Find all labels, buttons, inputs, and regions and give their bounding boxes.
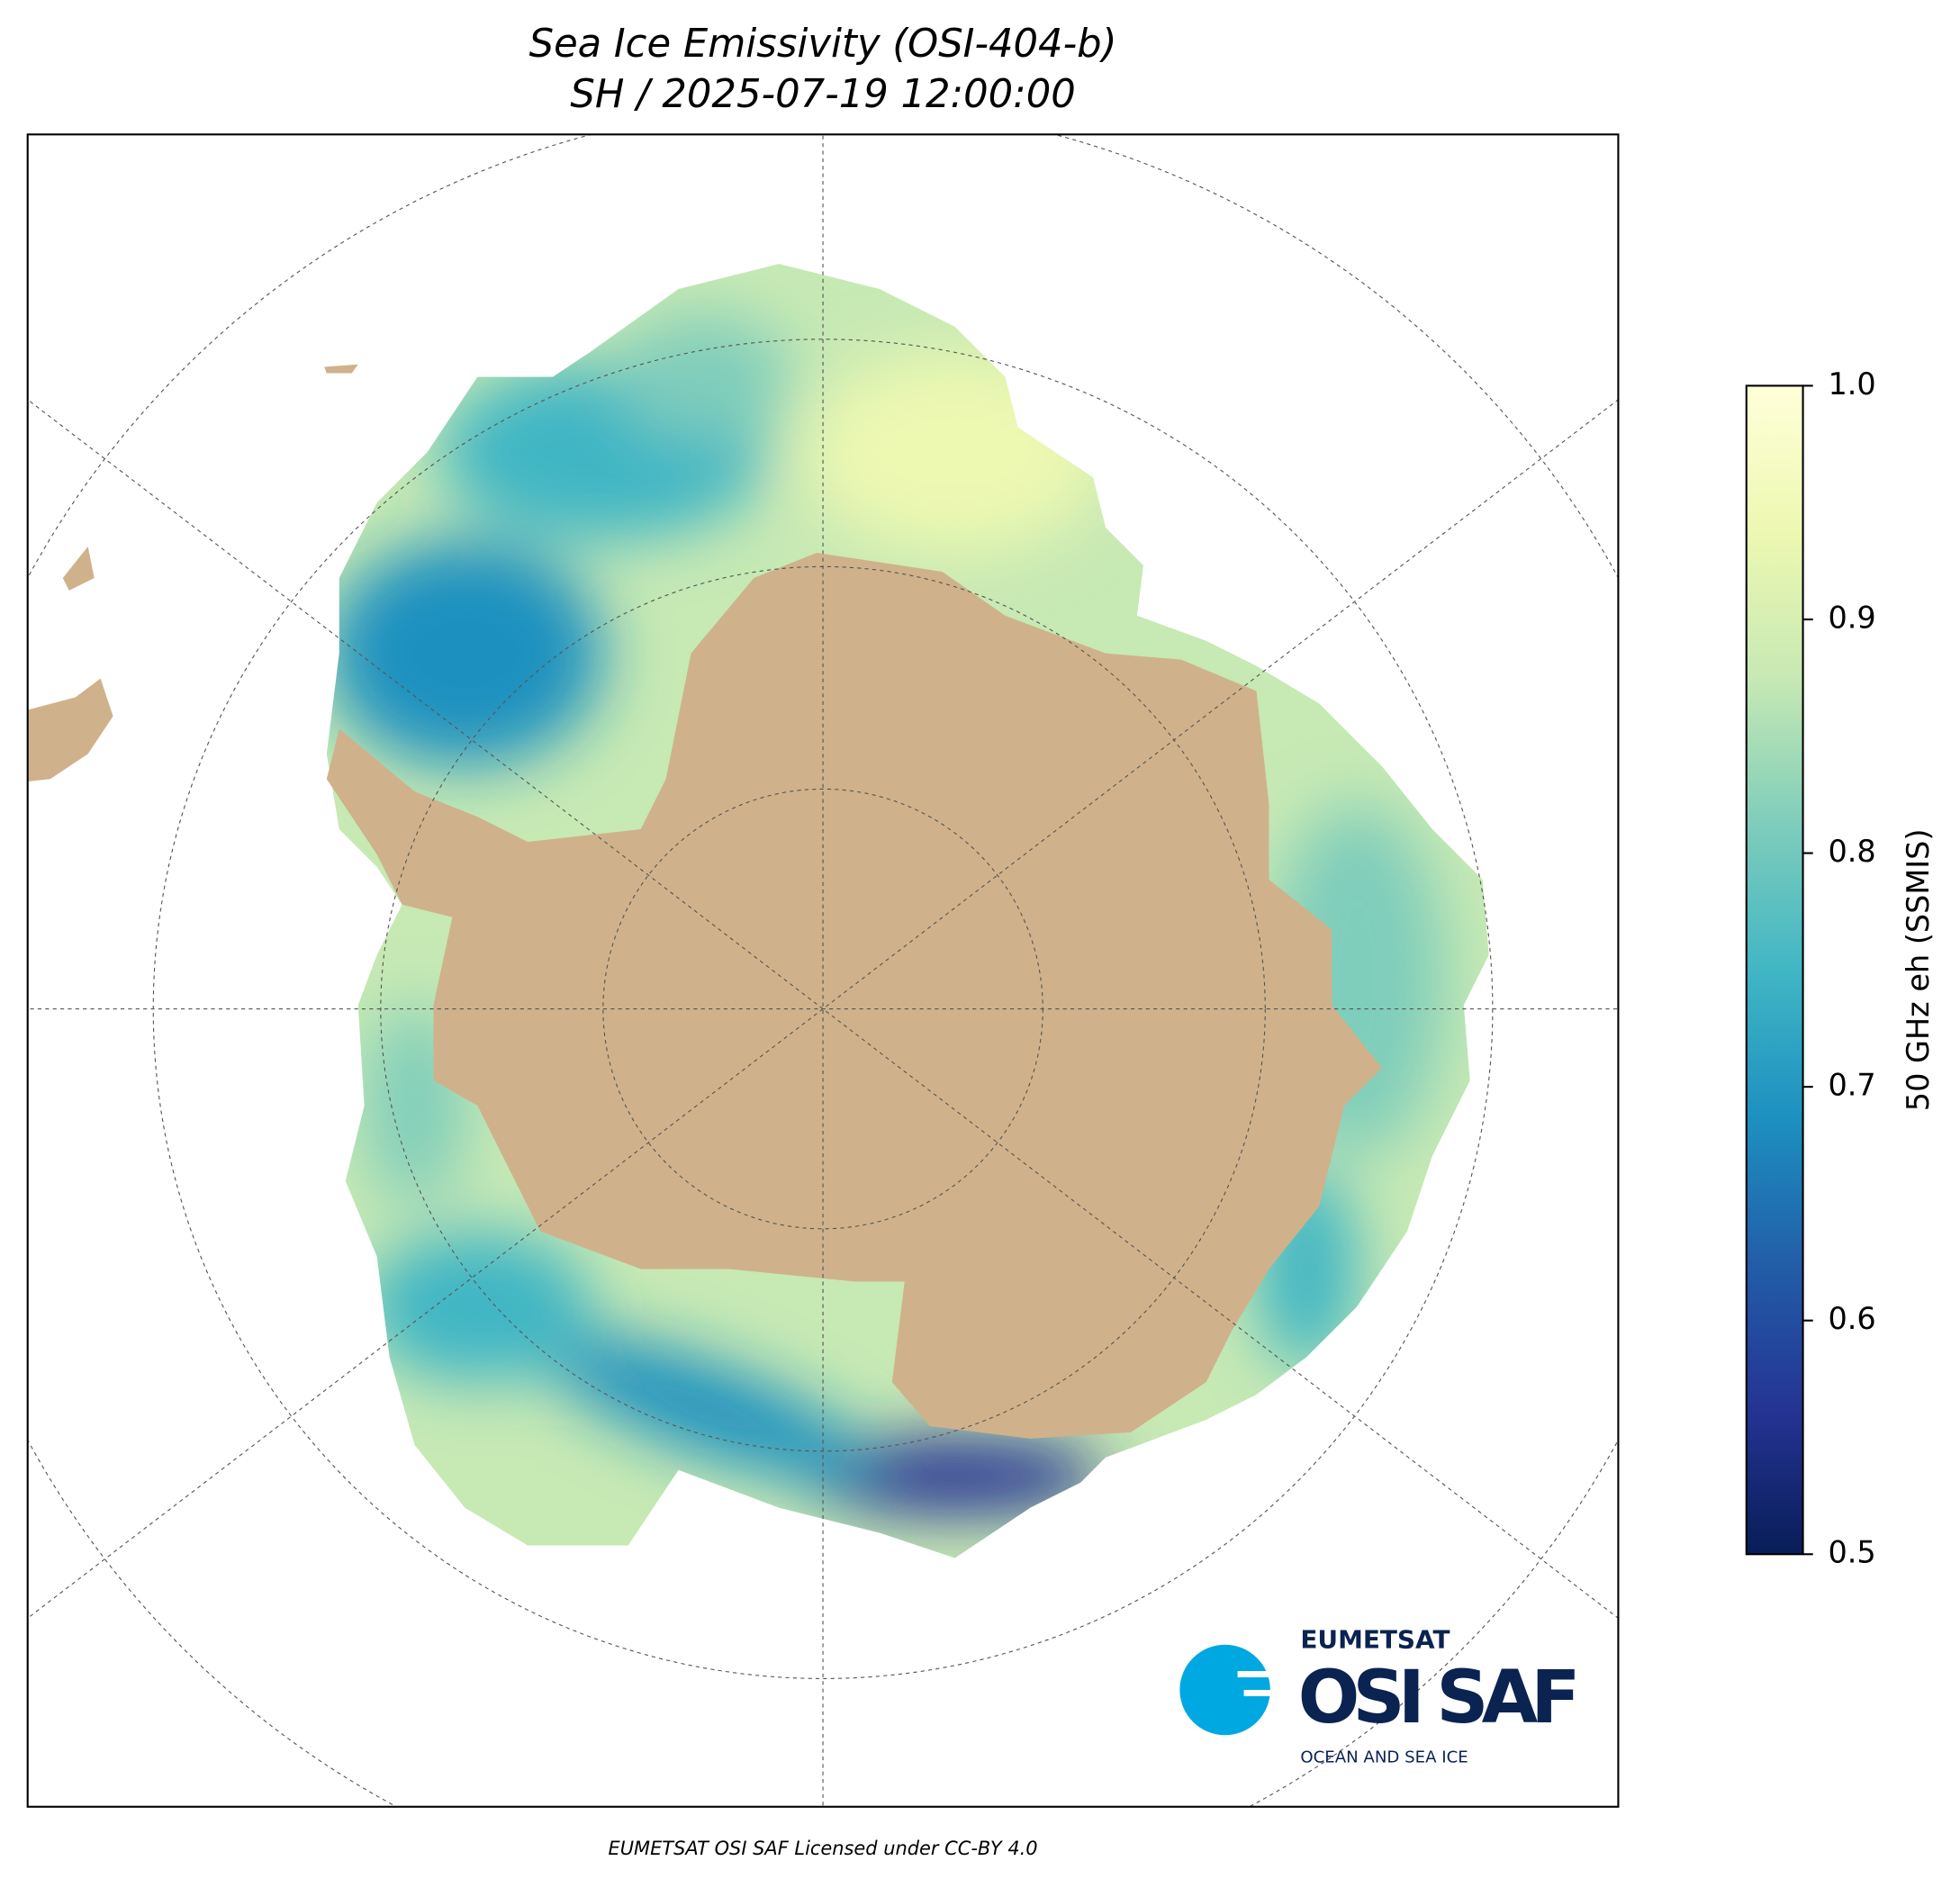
title: Sea Ice Emissivity (OSI-404-b) [529, 22, 1117, 67]
colorbar-label: 50 GHz eh (SSMIS) [1901, 828, 1936, 1111]
map [27, 134, 1619, 1807]
logo-brand: EUMETSAT [1300, 1625, 1450, 1655]
subtitle: SH / 2025-07-19 12:00:00 [570, 72, 1075, 117]
logo-tagline: OCEAN AND SEA ICE [1300, 1748, 1468, 1766]
colorbar [1745, 384, 1804, 1556]
logo-name: OSI SAF [1298, 1656, 1581, 1740]
logo: EUMETSAT OSI SAF OCEAN AND SEA ICE [1179, 1625, 1581, 1766]
colorbar-tick-label: 0.6 [1828, 1301, 1875, 1336]
land [326, 553, 1383, 1439]
land [27, 364, 358, 782]
colorbar-tick-label: 0.7 [1828, 1068, 1875, 1103]
graticule [27, 134, 1619, 1807]
colorbar-tick-label: 0.5 [1828, 1535, 1875, 1570]
colorbar-tick-label: 1.0 [1828, 366, 1875, 402]
colorbar-tick-label: 0.9 [1828, 600, 1875, 635]
map-frame [26, 133, 1620, 1808]
footer: EUMETSAT OSI SAF Licensed under CC-BY 4.… [608, 1838, 1037, 1859]
colorbar-tick-label: 0.8 [1828, 834, 1875, 869]
logo-icon [1179, 1644, 1270, 1736]
